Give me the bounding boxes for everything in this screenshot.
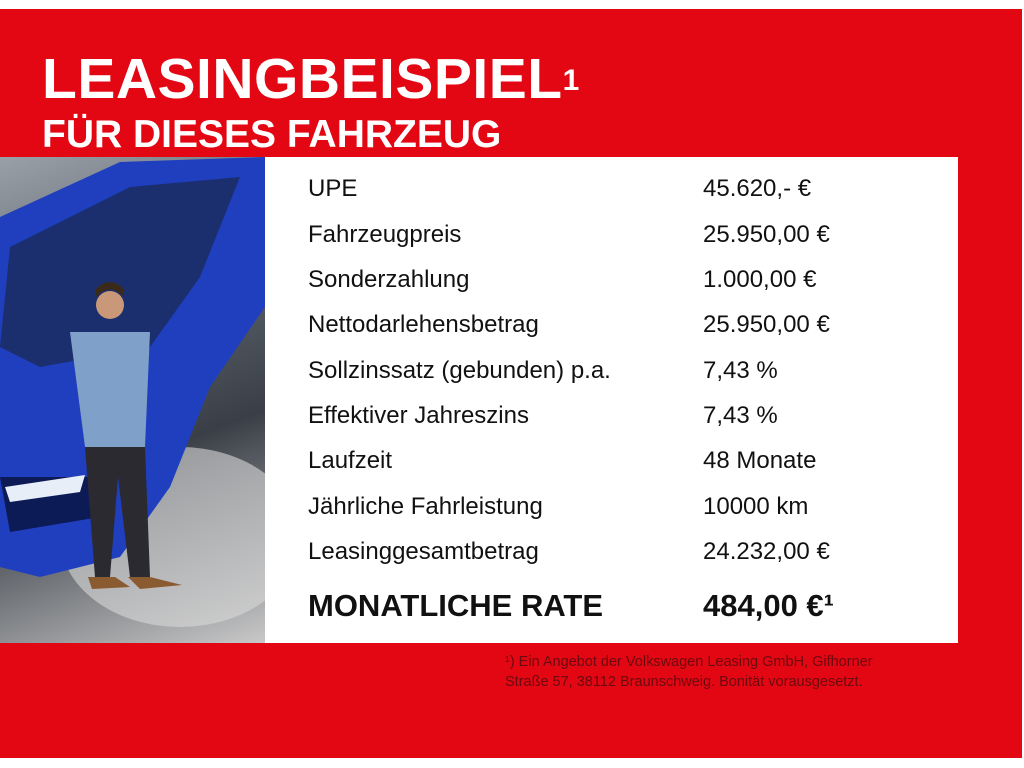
title-footnote-mark: 1 [562,64,580,97]
row-value: 25.950,00 € [703,221,830,248]
car-photo-icon [0,157,265,627]
row-value: 48 Monate [703,447,817,474]
monthly-rate-row: MONATLICHE RATE 484,00 €¹ [308,587,948,625]
row-value: 1.000,00 € [703,266,817,293]
row-label: Sollzinssatz (gebunden) p.a. [308,357,611,384]
detail-row: Sonderzahlung 1.000,00 € [308,265,948,295]
row-value: 25.950,00 € [703,311,830,338]
page-subtitle: FÜR DIESES FAHRZEUG [42,113,502,156]
row-label: Sonderzahlung [308,266,470,293]
row-label: Fahrzeugpreis [308,221,462,248]
row-value: 24.232,00 € [703,538,830,565]
detail-row: Effektiver Jahreszins 7,43 % [308,401,948,431]
row-label: Jährliche Fahrleistung [308,493,543,520]
total-value: 484,00 €¹ [703,588,834,623]
total-label: MONATLICHE RATE [308,588,604,623]
detail-row: Fahrzeugpreis 25.950,00 € [308,220,948,250]
row-label: Nettodarlehensbetrag [308,311,539,338]
row-value: 45.620,- € [703,175,812,202]
footnote: ¹) Ein Angebot der Volkswagen Leasing Gm… [505,652,873,692]
detail-row: UPE 45.620,- € [308,174,948,204]
detail-row: Laufzeit 48 Monate [308,446,948,476]
leasing-details-panel: UPE 45.620,- € Fahrzeugpreis 25.950,00 € S… [265,157,958,643]
row-label: Leasinggesamtbetrag [308,538,539,565]
car-photo [0,157,265,643]
footnote-line: Straße 57, 38112 Braunschweig. Bonität v… [505,674,863,690]
detail-row: Sollzinssatz (gebunden) p.a. 7,43 % [308,356,948,386]
page-title: LEASINGBEISPIEL1 [42,49,580,109]
row-value: 7,43 % [703,402,778,429]
footnote-line: ¹) Ein Angebot der Volkswagen Leasing Gm… [505,654,873,670]
row-label: Effektiver Jahreszins [308,402,529,429]
row-value: 7,43 % [703,357,778,384]
row-label: Laufzeit [308,447,393,474]
row-value: 10000 km [703,493,809,520]
detail-row: Leasinggesamtbetrag 24.232,00 € [308,537,948,567]
title-text: LEASINGBEISPIEL [42,47,563,111]
detail-row: Nettodarlehensbetrag 25.950,00 € [308,310,948,340]
row-label: UPE [308,175,358,202]
detail-row: Jährliche Fahrleistung 10000 km [308,492,948,522]
